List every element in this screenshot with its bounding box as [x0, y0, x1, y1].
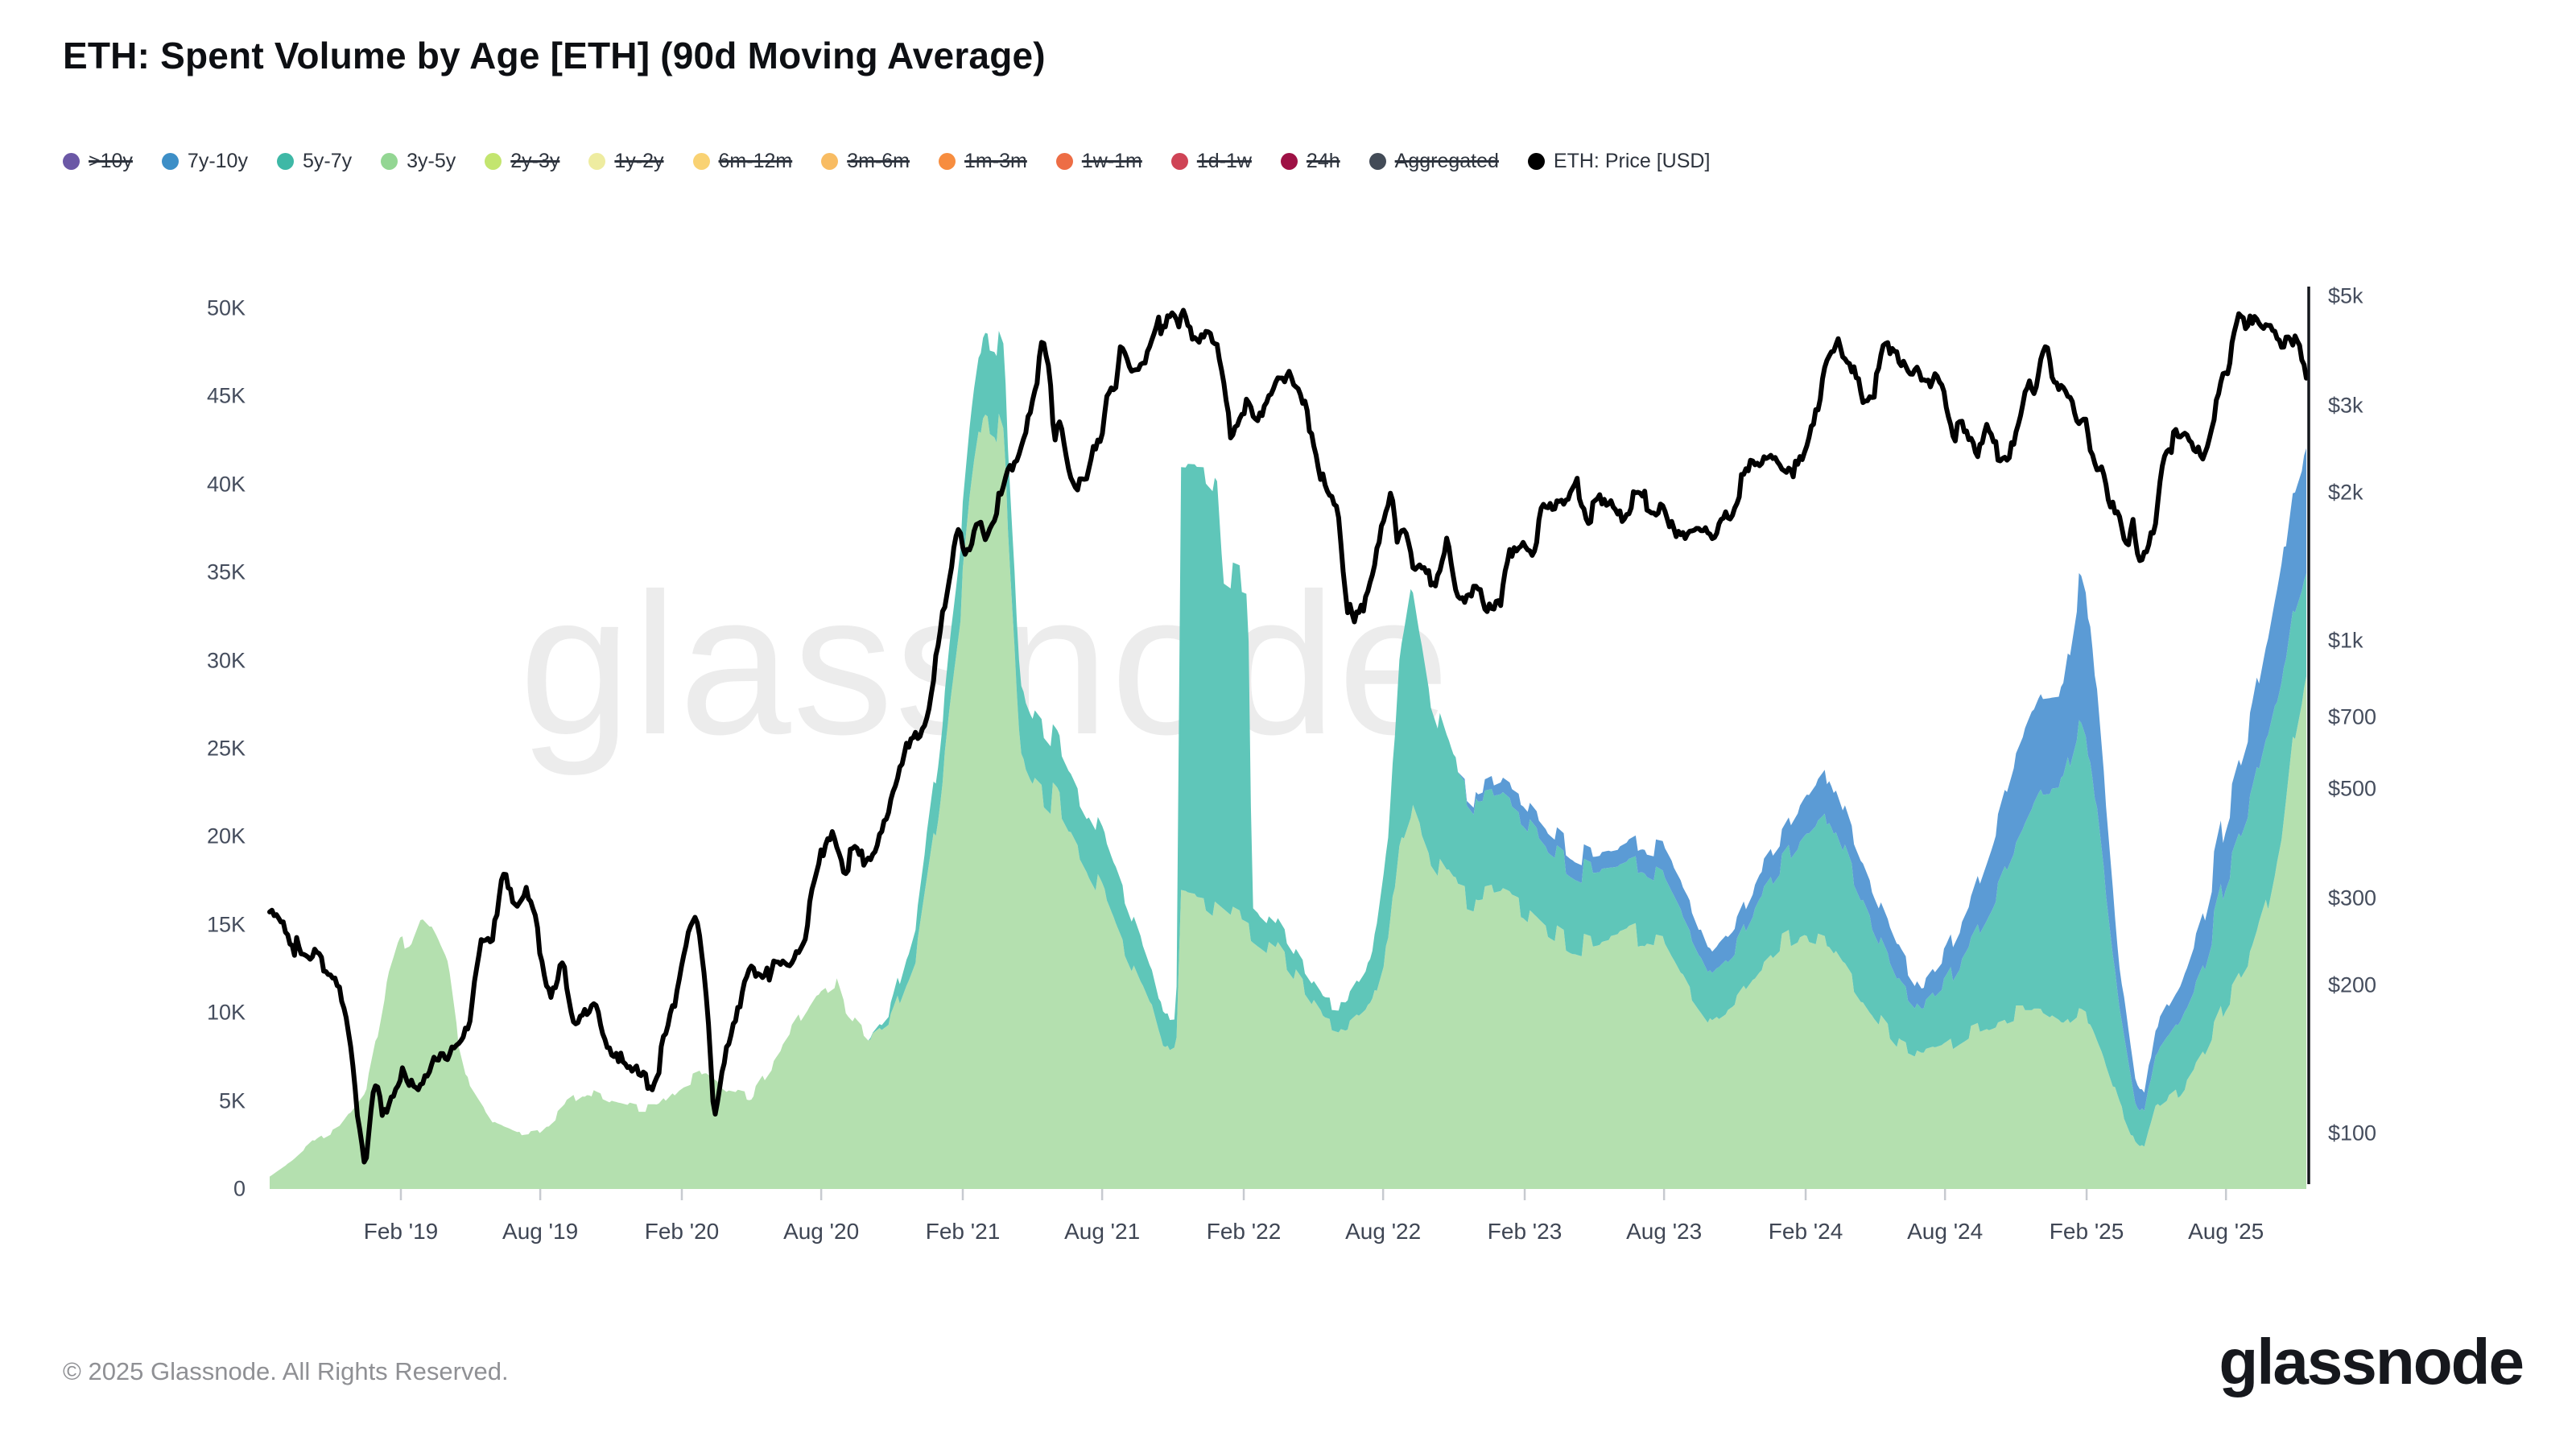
- x-axis-tick-label: Aug '23: [1626, 1219, 1703, 1244]
- legend-dot: [1280, 153, 1298, 170]
- legend-dot: [588, 153, 606, 170]
- left-axis-tick-label: 30K: [206, 648, 246, 673]
- x-axis-tick-label: Aug '20: [783, 1219, 860, 1244]
- legend-item-6m-12m[interactable]: 6m-12m: [692, 150, 793, 173]
- legend-label: 3y-5y: [407, 150, 456, 172]
- x-axis-tick-label: Feb '20: [644, 1219, 720, 1244]
- legend-label: 1d-1w: [1196, 150, 1252, 172]
- legend-dot: [821, 153, 839, 170]
- legend-dot: [276, 153, 294, 170]
- left-axis-tick-label: 25K: [206, 736, 246, 761]
- legend-label: ETH: Price [USD]: [1553, 150, 1711, 172]
- legend-dot: [381, 153, 398, 170]
- left-axis-tick-label: 35K: [206, 559, 246, 584]
- left-axis-tick-label: 5K: [218, 1088, 246, 1113]
- legend-label: 2y-3y: [510, 150, 560, 172]
- eth-price-line: [267, 308, 2309, 1165]
- legend-label: 3m-6m: [847, 150, 910, 172]
- x-axis-tick-label: Feb '24: [1768, 1219, 1843, 1244]
- legend-dot: [63, 153, 80, 170]
- legend-item-3m-6m[interactable]: 3m-6m: [821, 150, 910, 173]
- page-title: ETH: Spent Volume by Age [ETH] (90d Movi…: [63, 35, 1046, 76]
- x-axis-tick-label: Aug '25: [2188, 1219, 2264, 1244]
- x-axis-tick-label: Feb '23: [1487, 1219, 1563, 1244]
- legend-label: 1m-3m: [964, 150, 1027, 172]
- right-axis-tick-label: $500: [2328, 776, 2377, 801]
- right-axis-tick-label: $700: [2328, 704, 2377, 729]
- legend-item-aggregated[interactable]: Aggregated: [1368, 150, 1499, 173]
- legend-dot: [485, 153, 502, 170]
- glassnode-logo: glassnode: [2219, 1326, 2524, 1397]
- x-axis-tick-label: Feb '19: [363, 1219, 439, 1244]
- left-axis-tick-label: 20K: [206, 824, 246, 848]
- legend-dot: [939, 153, 956, 170]
- legend-item-2y-3y[interactable]: 2y-3y: [485, 150, 559, 173]
- x-axis-tick-label: Feb '21: [925, 1219, 1001, 1244]
- left-axis-tick-label: 10K: [206, 1000, 246, 1025]
- chart-legend: >10y 7y-10y 5y-7y 3y-5y 2y-3y 1y-2y 6m-12m 3m-6…: [63, 150, 1710, 173]
- legend-dot: [161, 153, 179, 170]
- legend-label: 6m-12m: [718, 150, 793, 172]
- right-axis-tick-label: $200: [2328, 972, 2377, 997]
- legend-item-5y-7y[interactable]: 5y-7y: [276, 150, 353, 173]
- x-axis-tick-label: Aug '19: [502, 1219, 579, 1244]
- x-axis-tick-label: Aug '21: [1064, 1219, 1141, 1244]
- legend-item-3y-5y[interactable]: 3y-5y: [381, 150, 456, 173]
- right-axis-tick-label: $1k: [2328, 628, 2363, 653]
- right-axis-tick-label: $3k: [2328, 393, 2363, 418]
- legend-item-1w-1m[interactable]: 1w-1m: [1055, 150, 1142, 173]
- x-axis-tick-label: Aug '24: [1907, 1219, 1984, 1244]
- right-axis-tick-label: $300: [2328, 886, 2377, 910]
- legend-label: 1y-2y: [614, 150, 664, 172]
- legend-label: 24h: [1306, 150, 1340, 172]
- right-axis-tick-label: $5k: [2328, 283, 2363, 308]
- left-axis-tick-label: 50K: [206, 295, 246, 320]
- left-axis-tick-label: 0: [233, 1176, 246, 1201]
- legend-item-7y-10y[interactable]: 7y-10y: [161, 150, 248, 173]
- legend-dot: [1055, 153, 1073, 170]
- left-axis-tick-label: 45K: [206, 383, 246, 408]
- legend-dot: [1368, 153, 1386, 170]
- left-axis-tick-label: 15K: [206, 912, 246, 937]
- legend-item--10y[interactable]: >10y: [63, 150, 133, 173]
- legend-dot: [1527, 153, 1545, 170]
- legend-item-1m-3m[interactable]: 1m-3m: [939, 150, 1027, 173]
- legend-item-1d-1w[interactable]: 1d-1w: [1170, 150, 1252, 173]
- legend-item-eth-price-usd-[interactable]: ETH: Price [USD]: [1527, 150, 1711, 173]
- legend-label: 1w-1m: [1081, 150, 1142, 172]
- x-axis-tick-label: Feb '22: [1206, 1219, 1282, 1244]
- x-axis-tick-label: Feb '25: [2049, 1219, 2124, 1244]
- right-axis-tick-label: $100: [2328, 1121, 2377, 1146]
- area-3y-5y: [270, 413, 2306, 1189]
- legend-dot: [1170, 153, 1188, 170]
- x-axis-tick-label: Aug '22: [1345, 1219, 1422, 1244]
- legend-dot: [692, 153, 710, 170]
- right-axis-tick-label: $2k: [2328, 480, 2363, 505]
- copyright-text: © 2025 Glassnode. All Rights Reserved.: [63, 1357, 509, 1385]
- left-axis-tick-label: 40K: [206, 472, 246, 497]
- legend-label: 5y-7y: [302, 150, 353, 172]
- legend-label: Aggregated: [1394, 150, 1499, 172]
- legend-label: 7y-10y: [187, 150, 248, 172]
- legend-item-1y-2y[interactable]: 1y-2y: [588, 150, 664, 173]
- legend-label: >10y: [89, 150, 133, 172]
- legend-item-24h[interactable]: 24h: [1280, 150, 1340, 173]
